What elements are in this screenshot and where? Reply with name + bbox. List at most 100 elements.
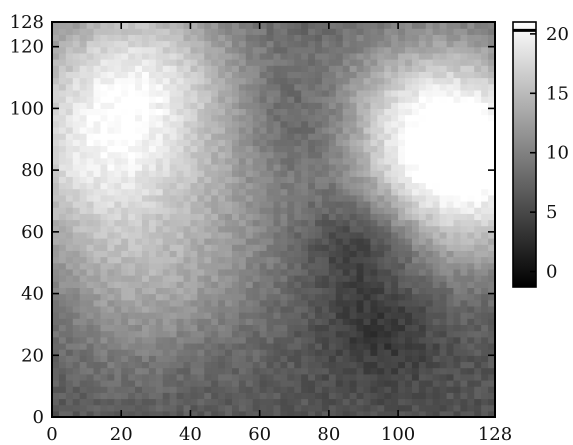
heatmap-cell [446,40,455,48]
heatmap-cell [141,213,150,221]
heatmap-cell [446,28,455,35]
heatmap-cell [287,102,295,109]
heatmap-cell [252,71,261,79]
heatmap-cell [460,126,468,134]
heatmap-cell [218,157,226,165]
heatmap-cell [211,219,219,227]
heatmap-cell [86,379,95,387]
heatmap-cell [273,40,282,48]
heatmap-cell [252,324,261,332]
heatmap-cell [446,256,455,264]
heatmap-cell [301,139,309,147]
heatmap-cell [72,238,81,245]
heatmap-cell [474,120,482,128]
heatmap-cell [411,355,420,363]
y-tick-label: 20 [21,345,44,366]
heatmap-cell [107,96,115,103]
heatmap-cell [176,336,185,344]
heatmap-cell [363,213,371,221]
heatmap-cell [238,170,247,177]
heatmap-cell [301,256,309,264]
heatmap-cell [107,52,115,60]
heatmap-cell [370,207,378,214]
heatmap-cell [114,22,122,29]
heatmap-cell [93,398,102,406]
heatmap-cell [190,404,198,412]
heatmap-cell [141,28,150,35]
heatmap-cell [107,268,115,276]
heatmap-cell [114,318,122,326]
heatmap-cell [58,225,67,233]
heatmap-cell [384,157,392,165]
heatmap-cell [225,281,233,288]
heatmap-cell [425,139,434,147]
heatmap-cell [342,194,351,202]
heatmap-cell [411,65,420,72]
heatmap-cell [328,46,337,54]
heatmap-cell [148,379,157,387]
heatmap-cell [141,34,150,42]
heatmap-cell [204,108,212,116]
heatmap-cell [100,96,108,103]
heatmap-cell [211,386,219,393]
heatmap-cell [86,398,95,406]
heatmap-cell [86,373,95,381]
heatmap-cell [391,139,399,147]
heatmap-cell [100,176,108,184]
heatmap-cell [398,28,406,35]
heatmap-cell [356,139,365,147]
heatmap-cell [128,349,136,356]
heatmap-cell [474,59,482,66]
heatmap-cell [128,83,136,91]
heatmap-cell [128,244,136,251]
heatmap-cell [86,133,95,140]
heatmap-cell [391,145,399,153]
heatmap-cell [107,207,115,214]
heatmap-cell [370,250,378,258]
heatmap-cell [411,336,420,344]
heatmap-cell [252,59,261,66]
heatmap-cell [301,207,309,214]
heatmap-cell [342,213,351,221]
heatmap-cell [245,386,254,393]
heatmap-cell [335,293,344,301]
heatmap-cell [121,163,129,171]
heatmap-cell [107,157,115,165]
heatmap-cell [453,200,461,208]
heatmap-cell [218,151,226,159]
heatmap-cell [328,120,337,128]
heatmap-cell [287,157,295,165]
heatmap-cell [121,40,129,48]
heatmap-cell [155,250,164,258]
heatmap-cell [453,349,461,356]
heatmap-cell [93,114,102,122]
heatmap-cell [183,59,192,66]
heatmap-cell [148,349,157,356]
heatmap-cell [377,293,385,301]
heatmap-cell [141,312,150,319]
heatmap-cell [398,207,406,214]
heatmap-cell [287,299,295,307]
heatmap-cell [335,151,344,159]
heatmap-cell [86,34,95,42]
heatmap-cell [169,200,178,208]
heatmap-cell [218,139,226,147]
heatmap-cell [204,83,212,91]
heatmap-cell [398,151,406,159]
heatmap-cell [411,126,420,134]
heatmap-cell [377,28,385,35]
heatmap-cell [211,59,219,66]
heatmap-cell [363,71,371,79]
heatmap-cell [107,299,115,307]
heatmap-cell [266,34,275,42]
heatmap-cell [349,342,358,350]
heatmap-cell [218,342,226,350]
heatmap-cell [211,28,219,35]
heatmap-cell [225,65,233,72]
heatmap-cell [148,200,157,208]
heatmap-cell [79,151,88,159]
heatmap-cell [349,219,358,227]
heatmap-cell [273,392,282,400]
heatmap-cell [280,287,288,295]
heatmap-cell [211,96,219,103]
